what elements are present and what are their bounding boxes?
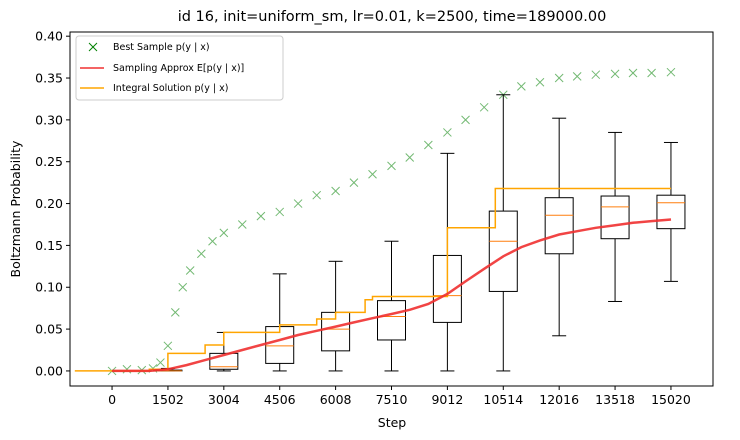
y-tick-label: 0.25 [35,154,63,169]
line-layer [74,187,672,373]
boxplot-box [656,194,686,230]
y-axis-label: Boltzmann Probability [8,140,23,277]
scatter-point [156,358,165,367]
x-tick-label: 15020 [651,392,691,407]
x-tick-label: 13518 [595,392,635,407]
scatter-point [368,169,377,179]
legend-entry-integral-solution: Integral Solution p(y | x) [80,83,228,94]
scatter-point [237,220,247,229]
x-tick-label: 7510 [376,392,408,407]
boxplot [600,131,630,302]
scatter-point [666,67,676,77]
scatter-point [405,153,415,162]
x-tick-label: 3004 [208,392,240,407]
scatter-point [628,68,638,78]
y-tick-label: 0.20 [35,196,63,211]
scatter-point [387,161,396,171]
legend-marker-x [88,42,98,52]
scatter-point [293,199,303,208]
scatter-point [461,115,470,125]
y-tick-label: 0.05 [35,322,63,337]
x-axis-label: Step [378,415,407,430]
legend-entry-best-sample: Best Sample p(y | x) [88,42,210,53]
scatter-point [349,178,359,187]
legend-box [75,35,284,101]
scatter-point [170,308,180,317]
scatter-point [517,82,526,91]
legend-label: Integral Solution p(y | x) [113,83,228,94]
scatter-point [219,228,229,238]
boxplot-box [488,210,518,292]
scatter-point [479,102,489,112]
scatter-point [331,186,340,196]
scatter-point [572,72,582,81]
scatter-point [256,211,266,221]
scatter-point [443,128,452,137]
scatter-point [185,266,195,275]
scatter-point [423,140,433,150]
legend-label: Sampling Approx E[p(y | x)] [113,63,244,74]
chart-title: id 16, init=uniform_sm, lr=0.01, k=2500,… [178,9,607,25]
sampling-approx-line [112,218,672,373]
scatter-point [610,69,620,79]
scatter-point [312,190,322,200]
x-tick-label: 1502 [152,392,184,407]
y-tick-label: 0.35 [35,71,63,86]
y-tick-label: 0.00 [35,363,63,378]
y-axis: 0.00 0.05 0.10 0.15 0.20 0.25 0.30 0.35 0.40 [35,29,70,378]
boxplot-box [209,352,239,370]
scatter-point [275,207,285,217]
boxplot [377,240,406,372]
boxplot [488,94,518,372]
legend-label: Best Sample p(y | x) [113,42,210,53]
boxplot [656,141,686,282]
x-axis: 0 1502 3004 4506 6008 7510 9012 10514 12016 13518… [108,386,691,407]
integral-solution-line [74,187,671,372]
scatter-point [178,282,188,292]
boxplot-box [377,300,406,341]
legend-entry-sampling-approx: Sampling Approx E[p(y | x)] [80,63,244,74]
scatter-point [535,77,545,87]
x-tick-label: 10514 [483,392,523,407]
x-tick-label: 9012 [431,392,463,407]
x-tick-label: 6008 [320,392,352,407]
boxplot-layer [153,94,686,372]
y-tick-label: 0.40 [35,29,63,44]
x-tick-label: 12016 [539,392,579,407]
y-tick-label: 0.15 [35,238,63,253]
y-tick-label: 0.10 [35,280,63,295]
scatter-point [197,249,206,259]
boxplot-box [544,197,574,255]
scatter-point [591,70,601,80]
scatter-point [554,73,564,83]
y-tick-label: 0.30 [35,112,63,127]
x-tick-label: 4506 [264,392,296,407]
scatter-layer [107,67,676,376]
x-tick-label: 0 [108,392,116,407]
scatter-point [163,341,173,351]
boxplot-box [600,195,630,240]
scatter-point [208,236,217,246]
legend: Best Sample p(y | x) Sampling Approx E[p… [75,35,284,101]
boxplot [544,117,574,337]
scatter-point [647,68,656,78]
